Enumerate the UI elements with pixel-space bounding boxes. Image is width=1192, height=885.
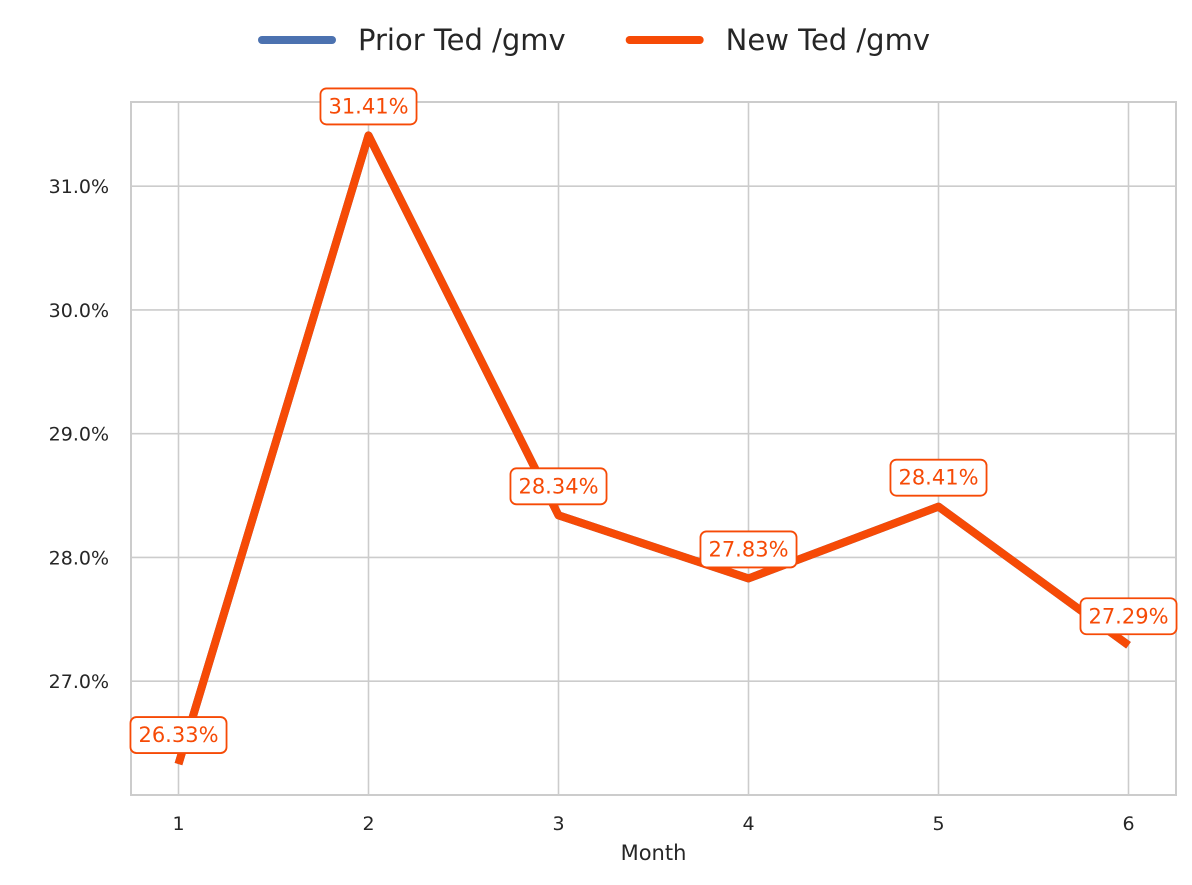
x-tick-label-2: 2 [362,813,374,835]
data-label-3: 28.34% [510,468,606,504]
legend-item-2: New Ted /gmv [630,23,930,57]
x-tick-label-5: 5 [932,813,944,835]
y-tick-label-5: 31.0% [49,176,109,198]
legend-item-1: Prior Ted /gmv [262,23,566,57]
series-layer [178,135,1128,764]
data-label-6: 27.29% [1080,598,1176,634]
x-axis-title: Month [621,841,687,865]
data-label-5: 28.41% [890,460,986,496]
data-label-text-1: 26.33% [138,723,218,747]
y-tick-label-1: 27.0% [49,671,109,693]
x-tick-label-1: 1 [172,813,184,835]
x-tick-label-4: 4 [742,813,754,835]
x-tick-label-6: 6 [1122,813,1134,835]
data-label-4: 27.83% [700,531,796,567]
legend: Prior Ted /gmv New Ted /gmv [262,23,930,57]
data-label-2: 31.41% [320,88,416,124]
x-tick-label-3: 3 [552,813,564,835]
data-label-text-3: 28.34% [518,474,598,498]
series-line-2 [179,135,1129,764]
data-label-text-6: 27.29% [1088,604,1168,628]
y-axis-ticks: 27.0% 28.0% 29.0% 30.0% 31.0% [49,176,109,693]
grid-layer [131,102,1176,795]
series-line-1 [179,135,1129,764]
data-label-text-4: 27.83% [708,537,788,561]
plot-frame [131,102,1176,795]
legend-label-1: Prior Ted /gmv [358,23,566,57]
y-tick-label-3: 29.0% [49,424,109,446]
data-labels: 26.33% 31.41% 28.34% 27.83% 28.41% 27.29% [130,88,1176,753]
data-label-text-2: 31.41% [328,94,408,118]
data-label-1: 26.33% [130,717,226,753]
legend-label-2: New Ted /gmv [726,23,930,57]
y-tick-label-4: 30.0% [49,300,109,322]
y-tick-label-2: 28.0% [49,547,109,569]
x-axis-ticks: 1 2 3 4 5 6 [172,813,1134,835]
data-label-text-5: 28.41% [898,466,978,490]
